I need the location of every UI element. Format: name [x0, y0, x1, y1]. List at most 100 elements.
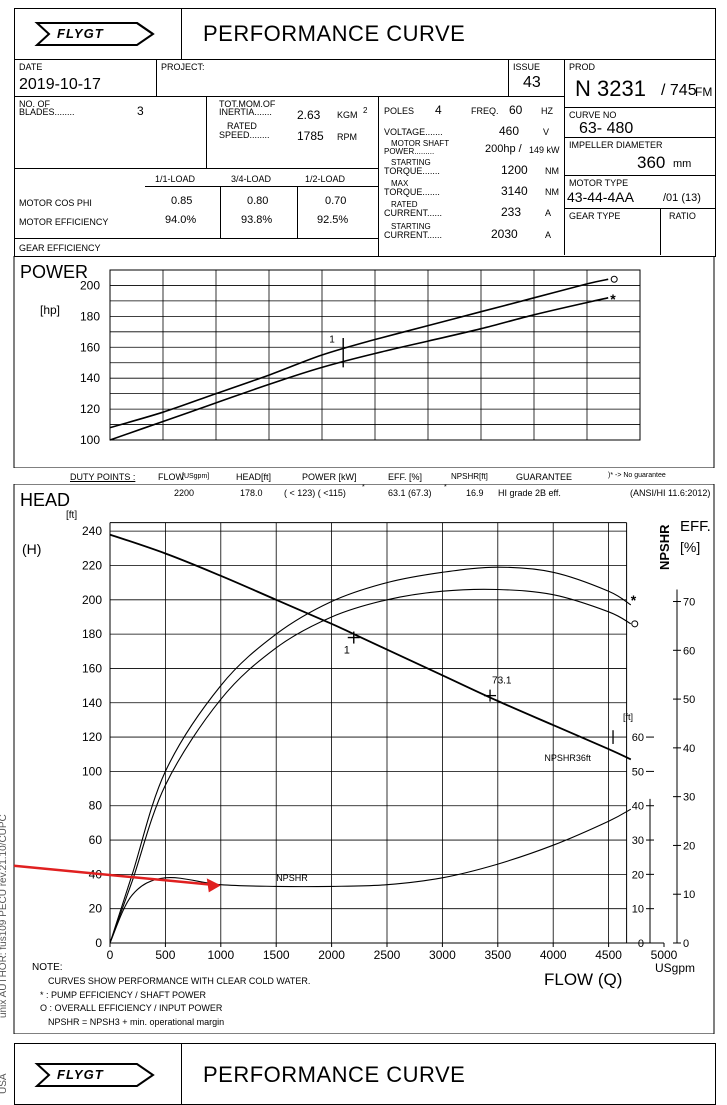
head-title: HEAD — [20, 490, 70, 510]
power-duty-label: 1 — [329, 335, 335, 346]
rated-current-value: 233 — [501, 205, 522, 219]
blades-label-2: BLADES........ — [19, 107, 75, 117]
eff-tick-label: 0 — [683, 938, 689, 950]
motor-cell: POLES 4 FREQ. 60 HZ VOLTAGE....... 460 V… — [379, 97, 565, 255]
duty-eff-star: * — [444, 484, 447, 491]
duty-power-star: * — [362, 484, 365, 491]
eff-tick-label: 10 — [683, 889, 695, 901]
head-series-line-1 — [109, 566, 632, 944]
head-xtick-label: 2000 — [318, 948, 345, 962]
head-chart-frame — [13, 484, 715, 1034]
shaft-power-label-1: MOTOR SHAFT — [391, 139, 450, 148]
prod-label: PROD — [569, 62, 596, 72]
cos-phi-label: MOTOR COS PHI — [19, 198, 92, 208]
head-xtick-label: 5000 — [651, 948, 678, 962]
date-value: 2019-10-17 — [19, 76, 101, 93]
gear-type-label: GEAR TYPE — [569, 211, 621, 221]
power-tick-labels: 100 120 140 160 180 200 — [80, 278, 100, 447]
duty-guarantee-label: GUARANTEE — [516, 472, 573, 482]
start-torque-label-1: STARTING — [391, 158, 431, 167]
page-title: PERFORMANCE CURVE — [203, 21, 466, 46]
power-ytick-label: 100 — [80, 433, 100, 447]
power-ytick-label: 200 — [80, 278, 100, 292]
power-ytick-label: 120 — [80, 402, 100, 416]
gear-efficiency-label: GEAR EFFICIENCY — [19, 243, 101, 253]
npshr-curve-label: NPSHR — [276, 873, 308, 883]
duty-flow-unit: [USgpm] — [182, 473, 210, 480]
impeller-value: 360 — [637, 153, 666, 172]
inertia-cell: TOT.MOM.OF INERTIA....... 2.63 KGM 2 RAT… — [207, 97, 379, 169]
head-xtick-label: 1000 — [207, 948, 234, 962]
ratio-cell: RATIO — [661, 209, 715, 255]
freq-label: FREQ. — [471, 106, 499, 116]
duty-power-label: POWER [kW] — [302, 472, 357, 482]
motor-type-value: 43-44-4AA — [567, 189, 634, 205]
red-arrow-line — [13, 864, 211, 886]
max-torque-label-1: MAX — [391, 179, 409, 188]
motor-efficiency-2: 93.8% — [241, 214, 273, 226]
max-torque-unit: NM — [545, 187, 559, 197]
head-series-marker-1: * — [631, 592, 637, 608]
header-box: FLYGT PERFORMANCE CURVE — [14, 8, 716, 60]
blades-cell: NO. OF BLADES........ 3 — [15, 97, 207, 169]
note-line-1: CURVES SHOW PERFORMANCE WITH CLEAR COLD … — [48, 976, 310, 986]
brand-text: FLYGT — [57, 26, 104, 41]
power-series-line-0 — [109, 278, 609, 429]
flygt-logo-icon — [34, 22, 155, 46]
duty-points: DUTY POINTS : FLOW [USgpm] HEAD[ft] POWE… — [70, 472, 720, 502]
issue-cell: ISSUE 43 — [509, 60, 565, 97]
project-label: PROJECT: — [161, 62, 205, 72]
head-ytick-label: 140 — [82, 696, 102, 710]
head-ytick-label: 0 — [95, 936, 102, 950]
load-vline-2 — [297, 186, 298, 238]
note-line-3: O : OVERALL EFFICIENCY / INPUT POWER — [40, 1003, 223, 1013]
load-header-1: 1/1-LOAD — [155, 174, 196, 184]
prod-suffix: / 745 — [661, 82, 697, 99]
prod-fm: FM — [695, 85, 713, 99]
curve-no-label: CURVE NO — [569, 110, 617, 120]
duty-standard: (ANSI/HI 11.6:2012) — [630, 488, 711, 498]
head-yunit: [ft] — [66, 510, 77, 521]
red-arrow-head-icon — [206, 878, 221, 893]
footer-logo-box: FLYGT — [15, 1044, 182, 1104]
head-ytick-label: 20 — [89, 902, 103, 916]
npshr36-label: NPSHR36ft — [544, 753, 591, 763]
motor-efficiency-1: 94.0% — [165, 214, 197, 226]
ratio-label: RATIO — [669, 211, 696, 221]
shaft-power-label-2: POWER......... — [384, 147, 435, 156]
start-torque-value: 1200 — [501, 163, 528, 177]
start-current-label-1: STARTING — [391, 222, 431, 231]
duty-head-label: HEAD[ft] — [236, 472, 272, 482]
head-ytick-label: 60 — [89, 833, 103, 847]
duty-eff-label: EFF. [%] — [388, 472, 423, 482]
curve-no-value: 63- 480 — [579, 120, 634, 137]
voltage-value: 460 — [499, 124, 520, 138]
eff-tick-label: 50 — [683, 694, 695, 706]
head-xtick-label: 4000 — [540, 948, 567, 962]
max-torque-label-2: TORQUE....... — [384, 187, 440, 197]
shaft-power-hp: 200hp / — [485, 143, 522, 155]
eff-tick-label: 70 — [683, 597, 695, 609]
head-ytick-label: 80 — [89, 799, 103, 813]
rated-current-label-2: CURRENT...... — [384, 208, 443, 218]
rated-current-label-1: RATED — [391, 200, 418, 209]
npshr-tick-label: 50 — [632, 766, 644, 778]
head-ytick-label: 160 — [82, 661, 102, 675]
note-line-4: NPSHR = NPSH3 + min. operational margin — [48, 1017, 224, 1027]
gear-type-cell: GEAR TYPE — [565, 209, 661, 255]
start-current-unit: A — [545, 230, 552, 240]
duty-guarantee-value: HI grade 2B eff. — [498, 488, 561, 498]
impeller-cell: IMPELLER DIAMETER 360 mm — [565, 138, 715, 176]
rated-current-unit: A — [545, 208, 552, 218]
inertia-sup: 2 — [363, 106, 368, 115]
motor-type-label: MOTOR TYPE — [569, 178, 629, 188]
side-usa-text: USA — [0, 1073, 9, 1094]
date-cell: DATE 2019-10-17 — [15, 60, 157, 97]
rated-speed-label-2: SPEED........ — [219, 130, 270, 140]
load-divider — [145, 186, 379, 187]
head-series-marker-2 — [631, 620, 639, 628]
max-torque-value: 3140 — [501, 184, 528, 198]
head-series-line-0 — [109, 533, 632, 761]
eff-tick-label: 30 — [683, 792, 695, 804]
npshr-tick-label: 60 — [632, 732, 644, 744]
